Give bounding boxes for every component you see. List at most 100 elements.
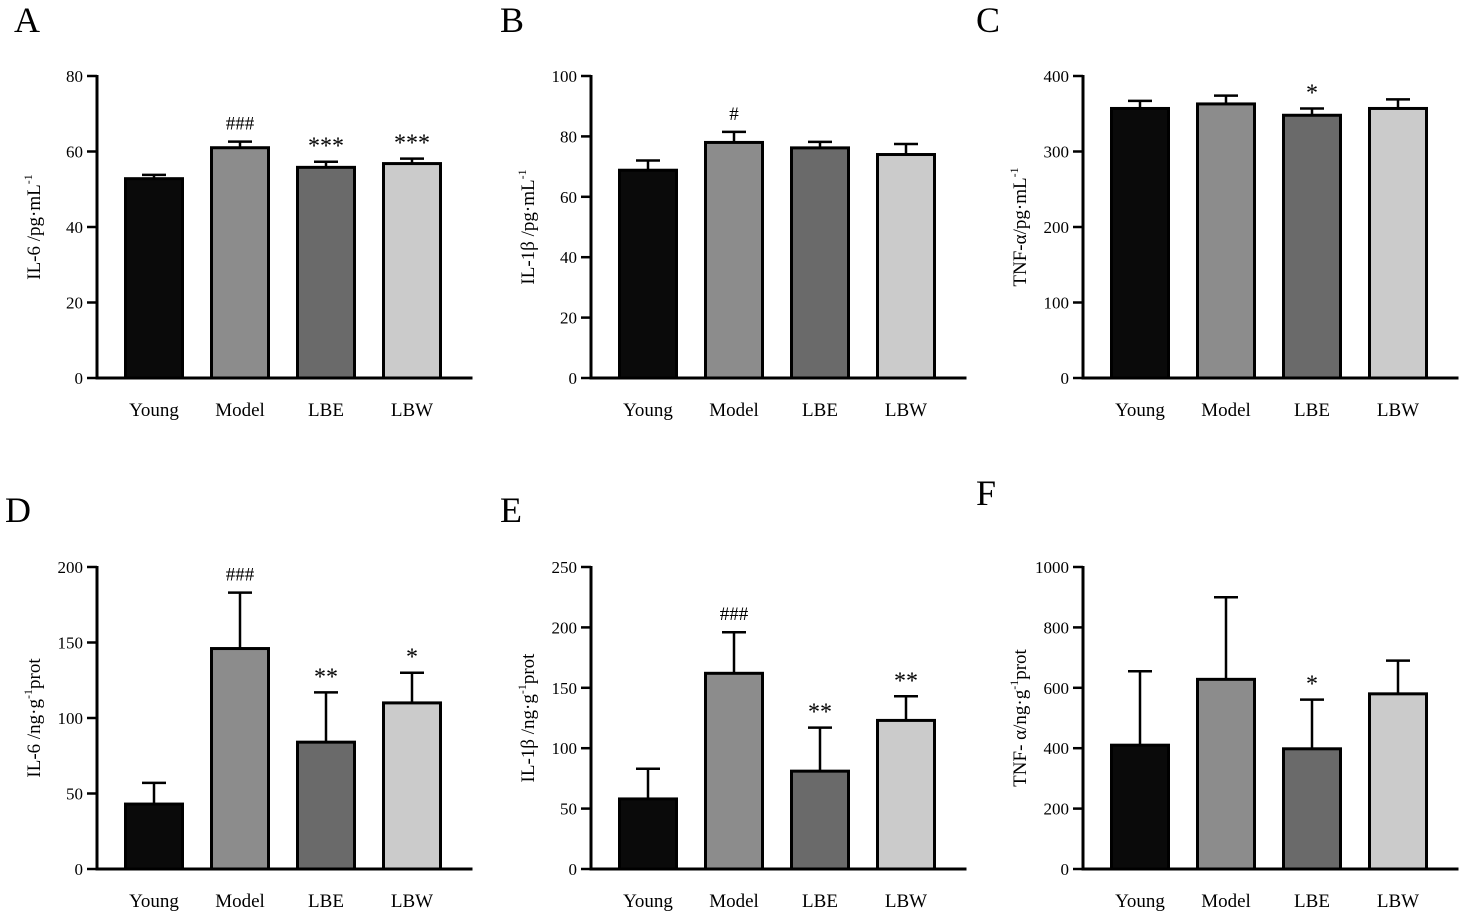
y-tick-label: 800 [1044, 618, 1070, 637]
y-axis-title-superscript: -1 [21, 689, 35, 699]
x-tick-label: Young [129, 891, 179, 912]
y-tick-label: 400 [1044, 739, 1070, 758]
bar-lbe [790, 146, 850, 380]
x-tick-label: Model [215, 400, 265, 421]
bar-young [1110, 743, 1170, 871]
bar-lbe [1282, 747, 1342, 871]
x-tick-label: Model [215, 891, 265, 912]
significance-label: *** [394, 131, 430, 157]
x-tick-label: Young [623, 400, 673, 421]
y-tick-label: 0 [75, 369, 84, 388]
x-tick-label: Model [1201, 400, 1251, 421]
x-tick-label: Model [1201, 891, 1251, 912]
y-axis-title-tail: prot [1010, 648, 1031, 679]
bar-lbw [382, 701, 442, 871]
y-axis-title: IL-1β /ng·g-1prot [515, 653, 539, 783]
y-tick-label: 0 [569, 860, 578, 879]
x-tick-label: Young [1115, 891, 1165, 912]
y-axis-title-main: TNF- α/ng·g [1010, 689, 1031, 787]
bar-lbw [876, 718, 936, 871]
bar-young [618, 797, 678, 871]
bar-model [1196, 677, 1256, 871]
y-tick-label: 0 [75, 860, 84, 879]
x-tick-label: LBW [391, 891, 433, 912]
x-tick-label: Young [623, 891, 673, 912]
bar-young [124, 177, 184, 380]
x-tick-label: LBE [308, 400, 344, 421]
x-tick-label: LBW [885, 891, 927, 912]
y-tick-label: 150 [552, 679, 578, 698]
y-tick-label: 100 [1044, 294, 1070, 313]
x-tick-label: LBE [802, 400, 838, 421]
y-axis-title-superscript: -1 [21, 174, 35, 184]
x-tick-label: LBE [802, 891, 838, 912]
y-tick-label: 60 [66, 143, 83, 162]
y-axis-title-tail: prot [24, 658, 45, 689]
bar-model [210, 647, 270, 871]
x-tick-label: LBW [1377, 891, 1419, 912]
panel-e: E Young ### Model ** LBE ** LBW 0 50 100 150 200 250 I… [500, 490, 967, 912]
y-axis-title-main: TNF-α/pg·mL [1010, 177, 1031, 286]
bar-model [1196, 102, 1256, 380]
bar-model [704, 140, 764, 380]
y-axis-title-superscript: -1 [1007, 680, 1021, 690]
y-tick-label: 50 [66, 785, 83, 804]
y-axis-title-superscript: -1 [515, 169, 529, 179]
y-tick-label: 40 [560, 248, 577, 267]
y-axis-title-main: IL-6 /ng·g [24, 699, 45, 778]
y-tick-label: 250 [552, 558, 578, 577]
significance-label: ** [314, 664, 338, 690]
bar-young [124, 802, 184, 871]
significance-label: * [406, 645, 418, 671]
x-tick-label: Model [709, 400, 759, 421]
y-tick-label: 1000 [1035, 558, 1069, 577]
x-tick-label: Model [709, 891, 759, 912]
panel-d: D Young ### Model ** LBE * LBW 0 50 100 150 200 IL-6 … [5, 490, 473, 912]
panel-a: A Young ### Model *** LBE *** LBW 0 20 40 60 80 IL-6 … [14, 0, 473, 421]
y-tick-label: 80 [66, 67, 83, 86]
y-tick-label: 200 [1044, 800, 1070, 819]
bar-lbe [790, 769, 850, 871]
bar-model [210, 146, 270, 380]
significance-label: * [1306, 672, 1318, 698]
panel-letter: B [500, 0, 524, 40]
y-tick-label: 400 [1044, 67, 1070, 86]
x-tick-label: Young [129, 400, 179, 421]
significance-label: # [729, 104, 739, 125]
x-tick-label: LBW [1377, 400, 1419, 421]
y-axis-title: TNF-α/pg·mL-1 [1007, 167, 1031, 286]
y-axis-title: IL-6 /ng·g-1prot [21, 658, 45, 778]
panel-letter: C [976, 0, 1000, 40]
y-tick-label: 0 [569, 369, 578, 388]
y-axis-title-superscript: -1 [515, 684, 529, 694]
bar-young [618, 168, 678, 380]
y-tick-label: 150 [58, 634, 84, 653]
panel-f: F Young Model * LBE LBW 0 200 400 600 800 1000 TNF- … [976, 473, 1459, 912]
x-tick-label: Young [1115, 400, 1165, 421]
significance-label: ### [226, 114, 255, 135]
y-tick-label: 0 [1061, 369, 1070, 388]
x-tick-label: LBE [1294, 400, 1330, 421]
x-tick-label: LBE [308, 891, 344, 912]
bar-lbw [1368, 692, 1428, 871]
bar-lbe [296, 740, 356, 871]
x-tick-label: LBW [391, 400, 433, 421]
y-tick-label: 20 [560, 309, 577, 328]
bar-lbw [876, 153, 936, 380]
y-axis-title-tail: prot [518, 653, 539, 684]
significance-label: ### [226, 565, 255, 586]
bar-lbe [1282, 113, 1342, 380]
panel-letter: A [14, 0, 40, 40]
x-tick-label: LBW [885, 400, 927, 421]
panel-b: B Young # Model LBE LBW 0 20 40 60 80 100 IL-1β /pg·… [500, 0, 967, 421]
bar-model [704, 671, 764, 871]
y-axis-title-main: IL-6 /pg·mL [24, 184, 45, 280]
y-tick-label: 100 [552, 739, 578, 758]
y-tick-label: 200 [1044, 218, 1070, 237]
y-tick-label: 300 [1044, 143, 1070, 162]
y-tick-label: 40 [66, 218, 83, 237]
panel-c: C Young Model * LBE LBW 0 100 200 300 400 TNF-α/pg·… [976, 0, 1459, 421]
y-axis-title: TNF- α/ng·g-1prot [1007, 648, 1031, 786]
y-tick-label: 60 [560, 188, 577, 207]
